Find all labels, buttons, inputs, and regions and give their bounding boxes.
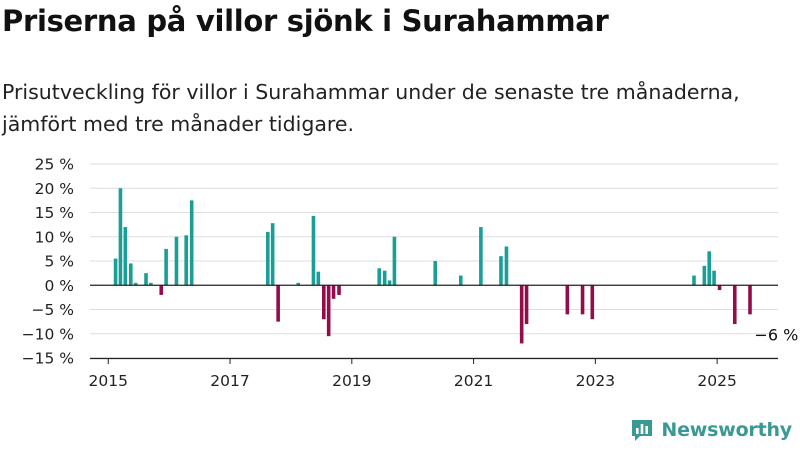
bar — [133, 282, 138, 286]
y-tick-label: 10 % — [35, 228, 74, 246]
x-tick-label: 2017 — [210, 372, 249, 390]
bar — [144, 273, 148, 286]
bar — [128, 263, 133, 286]
bar — [524, 285, 529, 325]
bar — [565, 285, 570, 315]
bar — [748, 285, 752, 315]
bar — [174, 236, 179, 286]
axes — [90, 284, 778, 364]
bar — [392, 236, 397, 286]
bars — [113, 188, 752, 344]
bar — [184, 235, 188, 286]
bar — [337, 285, 341, 295]
bar — [717, 285, 722, 291]
bar — [580, 285, 585, 315]
bar — [387, 280, 392, 286]
y-tick-label: 15 % — [35, 204, 74, 222]
last-value-annotation: −6 % — [754, 325, 798, 344]
bar — [270, 223, 275, 286]
bar — [331, 285, 336, 299]
bar-chart-logo-icon — [632, 420, 653, 441]
bar — [707, 251, 711, 286]
bar — [692, 275, 696, 286]
y-tick-label: −15 % — [22, 350, 74, 368]
bar — [504, 246, 509, 286]
bar — [377, 268, 382, 286]
bar — [118, 188, 123, 286]
chart-title: Priserna på villor sjönk i Surahammar — [2, 4, 609, 38]
x-tick-label: 2019 — [332, 372, 371, 390]
bar — [123, 227, 128, 286]
x-tick-label: 2015 — [89, 372, 128, 390]
bar — [276, 285, 280, 322]
bar — [590, 285, 595, 320]
brand-name: Newsworthy — [661, 419, 792, 441]
x-tick-label: 2021 — [454, 372, 493, 390]
bar — [316, 271, 321, 286]
bar — [479, 227, 483, 286]
bar — [458, 275, 463, 286]
bar — [296, 282, 301, 286]
y-tick-label: −5 % — [31, 301, 74, 319]
bar — [326, 285, 331, 337]
bar — [149, 282, 153, 286]
y-tick-label: 20 % — [35, 180, 74, 198]
bar — [382, 270, 387, 286]
bar — [519, 285, 524, 344]
bar — [113, 258, 118, 286]
bar — [265, 231, 270, 286]
bar — [189, 200, 194, 286]
y-tick-label: 5 % — [44, 253, 74, 271]
tick-labels: 25 % 20 % 15 % 10 % 5 % 0 % −5 % −10 % −15 % 2015… — [22, 156, 799, 391]
bar — [712, 270, 716, 286]
y-tick-label: 25 % — [35, 156, 74, 174]
x-tick-label: 2025 — [697, 372, 736, 390]
bar — [702, 265, 707, 286]
bar — [311, 215, 316, 286]
bar — [499, 256, 503, 286]
x-tick-label: 2023 — [576, 372, 615, 390]
chart-subtitle: Prisutveckling för villor i Surahammar u… — [2, 80, 740, 136]
bar — [159, 285, 164, 295]
y-tick-label: −10 % — [22, 325, 74, 343]
bar — [433, 261, 438, 286]
bar — [164, 248, 168, 286]
y-tick-label: 0 % — [44, 277, 74, 295]
newsworthy-logo: Newsworthy — [629, 417, 792, 443]
bar — [732, 285, 737, 325]
bar — [321, 285, 326, 320]
